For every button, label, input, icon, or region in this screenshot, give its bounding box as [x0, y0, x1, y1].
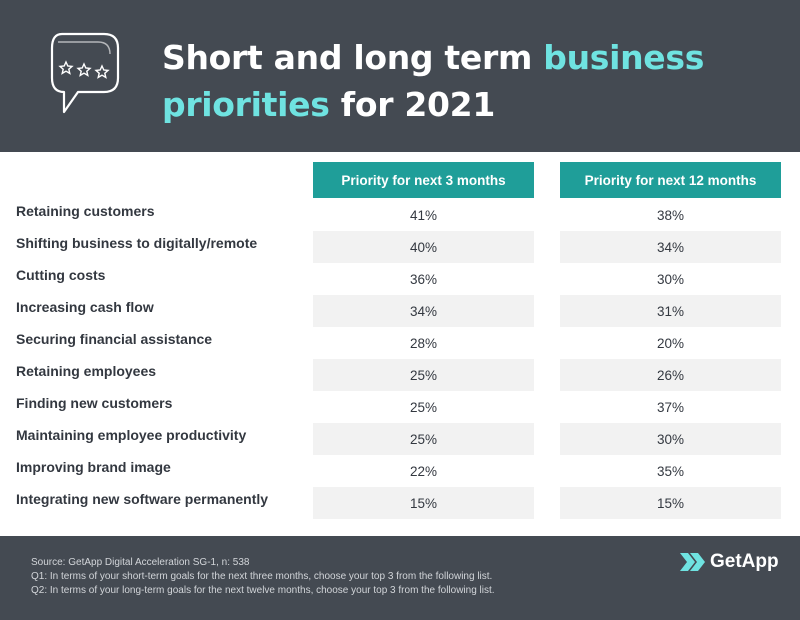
row-label: Cutting costs [16, 267, 106, 283]
column-header-12-months: Priority for next 12 months [560, 162, 781, 198]
row-label: Maintaining employee productivity [16, 427, 247, 443]
getapp-chevron-icon [680, 553, 705, 571]
value-3-months: 25% [313, 423, 534, 455]
value-12-months: 30% [560, 423, 781, 455]
row-label: Finding new customers [16, 395, 173, 411]
row-label: Integrating new software permanently [16, 491, 269, 507]
value-3-months: 34% [313, 295, 534, 327]
value-12-months: 31% [560, 295, 781, 327]
rating-speech-bubble-icon [50, 32, 120, 114]
row-label: Retaining employees [16, 363, 157, 379]
getapp-logo: GetApp [680, 551, 779, 573]
value-3-months: 15% [313, 487, 534, 519]
value-12-months: 35% [656, 463, 685, 479]
value-3-months: 22% [409, 463, 438, 479]
value-12-months: 26% [560, 359, 781, 391]
value-12-months: 15% [560, 487, 781, 519]
row-label: Retaining customers [16, 203, 155, 219]
column-header-3-months: Priority for next 3 months [313, 162, 534, 198]
source-note: Source: GetApp Digital Acceleration SG-1… [31, 557, 250, 568]
question-1-note: Q1: In terms of your short-term goals fo… [31, 571, 493, 582]
footer-banner [0, 536, 800, 620]
question-2-note: Q2: In terms of your long-term goals for… [31, 585, 495, 596]
title-highlight-1: business [543, 38, 705, 77]
row-label: Shifting business to digitally/remote [16, 235, 258, 251]
value-3-months: 36% [409, 271, 438, 287]
value-12-months: 30% [656, 271, 685, 287]
row-label: Improving brand image [16, 459, 171, 475]
title-part-1: Short and long term [162, 38, 544, 77]
header-banner: Short and long term business priorities … [0, 0, 800, 152]
page-title: Short and long term business priorities … [162, 34, 782, 128]
value-12-months: 38% [656, 207, 685, 223]
title-highlight-2: priorities [162, 85, 330, 124]
value-12-months: 37% [656, 399, 685, 415]
value-3-months: 28% [409, 335, 438, 351]
brand-name: GetApp [710, 551, 779, 572]
title-part-2: for 2021 [329, 85, 496, 124]
value-12-months: 20% [656, 335, 685, 351]
value-3-months: 25% [409, 399, 438, 415]
row-label: Increasing cash flow [16, 299, 154, 315]
value-3-months: 25% [313, 359, 534, 391]
value-12-months: 34% [560, 231, 781, 263]
value-3-months: 40% [313, 231, 534, 263]
row-label: Securing financial assistance [16, 331, 213, 347]
value-3-months: 41% [409, 207, 438, 223]
